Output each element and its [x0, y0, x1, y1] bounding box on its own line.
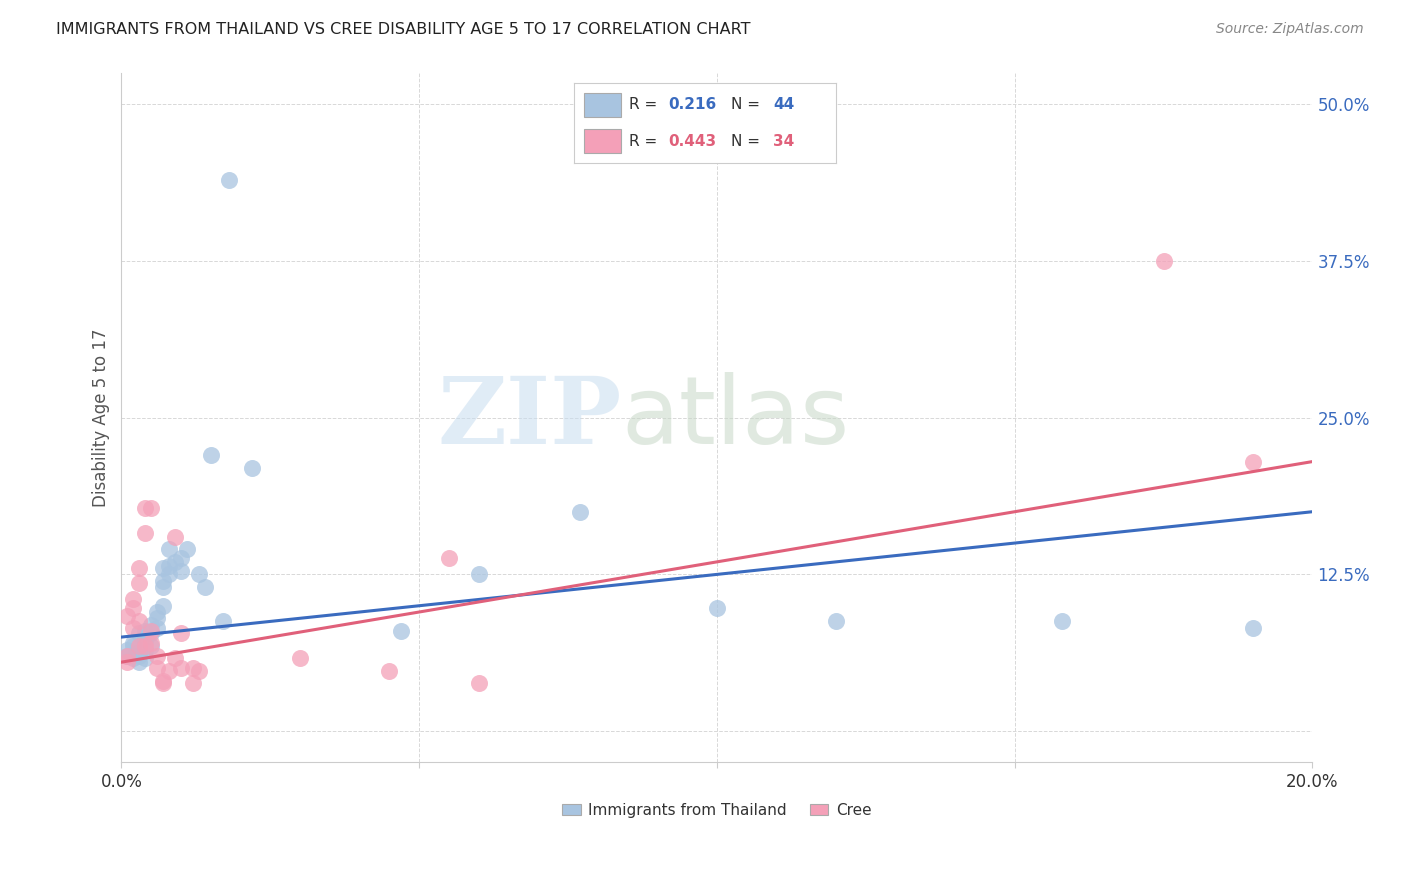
Point — [117, 655, 139, 669]
Point — [157, 567, 180, 582]
Point — [157, 664, 180, 678]
Point — [134, 526, 156, 541]
Point — [117, 648, 139, 663]
Point — [152, 676, 174, 690]
Point — [152, 673, 174, 688]
Point — [568, 505, 591, 519]
Point — [218, 172, 240, 186]
Point — [128, 648, 150, 663]
Point — [706, 601, 728, 615]
Point — [134, 624, 156, 638]
Point — [141, 636, 163, 650]
Point — [117, 648, 139, 663]
Point — [467, 676, 489, 690]
Point — [467, 567, 489, 582]
Point — [141, 624, 163, 638]
Point — [152, 561, 174, 575]
Point — [242, 460, 264, 475]
Point — [134, 633, 156, 648]
Point — [128, 576, 150, 591]
Point — [141, 626, 163, 640]
Point — [163, 651, 186, 665]
Point — [200, 448, 222, 462]
Point — [141, 639, 163, 653]
Text: Source: ZipAtlas.com: Source: ZipAtlas.com — [1216, 22, 1364, 37]
Point — [825, 614, 848, 628]
Point — [122, 621, 145, 635]
Point — [163, 530, 186, 544]
Point — [157, 558, 180, 573]
Point — [194, 580, 217, 594]
Point — [288, 651, 311, 665]
Point — [170, 626, 193, 640]
Point — [122, 651, 145, 665]
Point — [152, 580, 174, 594]
Point — [1052, 614, 1074, 628]
Point — [134, 500, 156, 515]
Point — [378, 664, 401, 678]
Point — [128, 639, 150, 653]
Point — [128, 655, 150, 669]
Point — [170, 661, 193, 675]
Point — [134, 642, 156, 657]
Point — [134, 630, 156, 644]
Point — [187, 664, 209, 678]
Point — [134, 651, 156, 665]
Point — [211, 614, 233, 628]
Point — [146, 605, 169, 619]
Point — [134, 639, 156, 653]
Text: IMMIGRANTS FROM THAILAND VS CREE DISABILITY AGE 5 TO 17 CORRELATION CHART: IMMIGRANTS FROM THAILAND VS CREE DISABIL… — [56, 22, 751, 37]
Point — [1241, 454, 1264, 468]
Point — [163, 555, 186, 569]
Point — [141, 617, 163, 632]
Point — [128, 626, 150, 640]
Point — [117, 608, 139, 623]
Point — [176, 542, 198, 557]
Point — [122, 601, 145, 615]
Point — [187, 567, 209, 582]
Point — [146, 661, 169, 675]
Point — [181, 676, 204, 690]
Point — [128, 646, 150, 660]
Point — [152, 599, 174, 613]
Point — [146, 611, 169, 625]
Point — [122, 639, 145, 653]
Point — [146, 648, 169, 663]
Point — [181, 661, 204, 675]
Legend: Immigrants from Thailand, Cree: Immigrants from Thailand, Cree — [557, 797, 877, 823]
Point — [122, 636, 145, 650]
Point — [122, 592, 145, 607]
Point — [141, 500, 163, 515]
Point — [389, 624, 412, 638]
Point — [437, 551, 460, 566]
Point — [146, 621, 169, 635]
Y-axis label: Disability Age 5 to 17: Disability Age 5 to 17 — [93, 328, 110, 507]
Point — [157, 542, 180, 557]
Point — [1153, 254, 1175, 268]
Point — [117, 642, 139, 657]
Text: ZIP: ZIP — [437, 373, 621, 463]
Point — [128, 561, 150, 575]
Point — [128, 614, 150, 628]
Point — [170, 564, 193, 578]
Point — [152, 574, 174, 588]
Point — [170, 551, 193, 566]
Text: atlas: atlas — [621, 372, 849, 464]
Point — [1241, 621, 1264, 635]
